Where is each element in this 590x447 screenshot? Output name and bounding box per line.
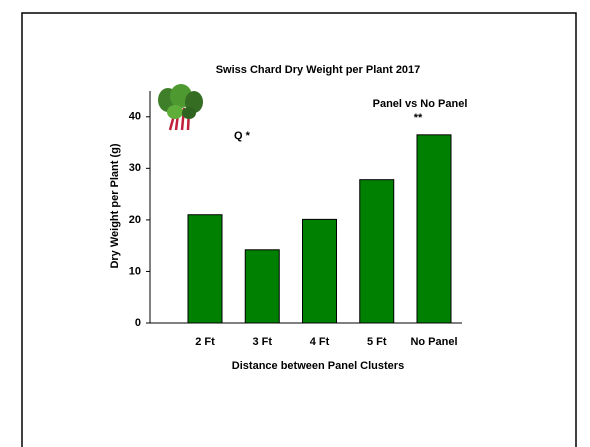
y-tick-label: 0 [135, 317, 141, 329]
y-tick-label: 40 [129, 111, 141, 123]
x-axis-label: Distance between Panel Clusters [232, 360, 404, 372]
chard-picture [158, 84, 203, 131]
y-tick-label: 10 [129, 265, 141, 277]
bar [359, 179, 395, 324]
x-tick-label: 3 Ft [252, 336, 272, 348]
bar [244, 249, 280, 324]
annotation: ** [414, 112, 423, 124]
y-axis-label: Dry Weight per Plant (g) [109, 143, 121, 268]
bar [416, 134, 452, 324]
x-tick-label: 2 Ft [195, 336, 215, 348]
x-tick-label: 4 Ft [310, 336, 330, 348]
x-tick-label: 5 Ft [367, 336, 387, 348]
chart-title: Swiss Chard Dry Weight per Plant 2017 [216, 64, 421, 76]
annotation: Panel vs No Panel [373, 98, 468, 110]
x-tick-label: No Panel [410, 336, 457, 348]
y-tick-label: 20 [129, 214, 141, 226]
annotation: Q * [234, 130, 251, 142]
bar [302, 218, 337, 324]
slide-frame [21, 12, 577, 447]
bar [187, 214, 223, 324]
y-tick-label: 30 [129, 162, 141, 174]
